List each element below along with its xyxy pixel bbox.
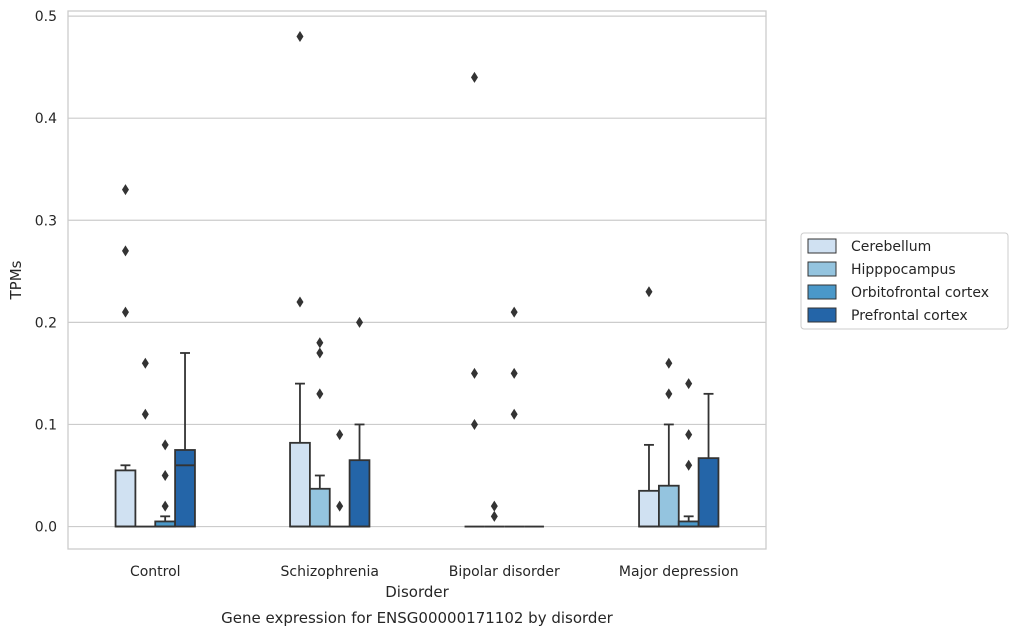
outlier-point [645, 286, 653, 298]
x-tick-labels: Control Schizophrenia Bipolar disorder Majo… [130, 564, 739, 580]
box-orbitofrontal-cortex [329, 429, 350, 528]
outlier-point [665, 357, 673, 369]
outlier-point [510, 408, 518, 420]
outlier-point [141, 357, 149, 369]
box-orbitofrontal-cortex [504, 306, 525, 528]
box-hipppocampus [484, 500, 505, 528]
box-prefrontal-cortex [348, 316, 371, 528]
outlier-point [470, 71, 478, 83]
box [174, 449, 196, 528]
outlier-point [470, 367, 478, 379]
outlier-point [296, 296, 304, 308]
legend-swatch [807, 238, 837, 254]
outlier-point [510, 306, 518, 318]
box-prefrontal-cortex [697, 392, 720, 528]
box-orbitofrontal-cortex [677, 378, 700, 528]
legend: Cerebellum Hipppocampus Orbitofrontal cort… [800, 232, 1009, 330]
box-hipppocampus [135, 357, 156, 528]
box [289, 441, 311, 528]
x-tick-label: Schizophrenia [281, 564, 379, 580]
outlier-point [161, 469, 169, 481]
x-tick-label: Major depression [619, 564, 739, 580]
outlier-point [121, 306, 129, 318]
y-tick-label: 0.2 [35, 315, 57, 331]
x-tick-label: Control [130, 564, 181, 580]
grid-lines [68, 15, 766, 528]
outlier-point [490, 510, 498, 522]
outlier-point [685, 459, 693, 471]
outlier-point [141, 408, 149, 420]
outlier-point [161, 439, 169, 451]
legend-label: Orbitofrontal cortex [851, 285, 989, 301]
y-axis-label: TPMs [7, 260, 25, 300]
outlier-point [316, 347, 324, 359]
legend-frame [800, 232, 1009, 330]
y-tick-label: 0.0 [35, 520, 57, 536]
outlier-point [316, 337, 324, 349]
box-hipppocampus [309, 337, 331, 528]
y-tick-label: 0.1 [35, 417, 57, 433]
legend-swatch [807, 284, 837, 300]
box [638, 489, 660, 528]
outlier-point [685, 429, 693, 441]
outlier-point [121, 245, 129, 257]
box-orbitofrontal-cortex [154, 439, 176, 528]
y-tick-label: 0.4 [35, 111, 57, 127]
plot-frame [67, 10, 767, 550]
box [658, 484, 680, 528]
x-axis-label: Disorder [385, 583, 449, 601]
x-tick-label: Bipolar disorder [449, 564, 560, 580]
y-tick-labels: 0.0 0.1 0.2 0.3 0.4 0.5 [35, 9, 57, 535]
outlier-point [296, 31, 304, 43]
box-hipppocampus [658, 357, 680, 528]
outlier-point [665, 388, 673, 400]
box-cerebellum [114, 184, 137, 528]
box [697, 457, 720, 528]
outlier-point [356, 316, 364, 328]
legend-swatch [807, 261, 837, 277]
outlier-point [121, 184, 129, 196]
chart-caption: Gene expression for ENSG00000171102 by d… [221, 609, 614, 627]
box-groups [114, 31, 720, 528]
outlier-point [470, 418, 478, 430]
legend-label: Cerebellum [851, 239, 931, 255]
y-tick-label: 0.5 [35, 9, 57, 25]
outlier-point [336, 500, 344, 512]
box-cerebellum [638, 286, 660, 528]
outlier-point [685, 378, 693, 390]
outlier-point [336, 429, 344, 441]
outlier-point [316, 388, 324, 400]
box [309, 487, 331, 528]
outlier-point [510, 367, 518, 379]
box-cerebellum [289, 31, 311, 528]
box-prefrontal-cortex [174, 352, 196, 528]
box-cerebellum [464, 71, 485, 528]
box [348, 459, 371, 528]
box [114, 469, 137, 528]
legend-label: Prefrontal cortex [851, 308, 968, 324]
legend-label: Hipppocampus [851, 262, 956, 278]
outlier-point [161, 500, 169, 512]
y-tick-label: 0.3 [35, 213, 57, 229]
outlier-point [490, 500, 498, 512]
legend-swatch [807, 307, 837, 323]
